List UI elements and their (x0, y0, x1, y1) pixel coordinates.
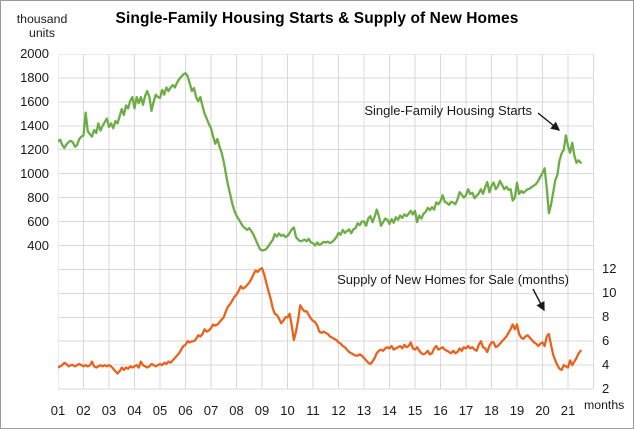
x-axis-tick-label: 11 (306, 403, 320, 418)
x-axis-tick-label: 14 (382, 403, 397, 418)
x-axis-tick-label: 04 (127, 403, 142, 418)
supply-annotation-label: Supply of New Homes for Sale (months) (337, 272, 569, 287)
right-axis-unit-label: months (584, 398, 625, 412)
x-axis-tick-label: 03 (101, 403, 117, 418)
y-axis-right-tick-label: 2 (602, 381, 610, 397)
x-axis-tick-label: 02 (76, 403, 91, 418)
x-axis-tick-label: 18 (484, 403, 499, 418)
y-axis-left-tick-label: 2000 (20, 46, 49, 61)
y-axis-left-tick-label: 1400 (20, 117, 49, 133)
y-axis-right-tick-label: 12 (602, 261, 617, 277)
x-axis-tick-label: 12 (331, 403, 346, 418)
housing-starts-line (58, 71, 582, 252)
y-axis-right-tick-label: 10 (602, 285, 617, 301)
y-axis-left-tick-label: 800 (27, 189, 49, 205)
x-axis-tick-label: 06 (178, 403, 193, 418)
x-axis-tick-label: 01 (50, 403, 66, 418)
x-axis-tick-label: 13 (356, 403, 372, 418)
y-axis-right-tick-label: 8 (602, 309, 610, 325)
y-axis-right-tick-label: 4 (602, 357, 610, 373)
y-axis-left-tick-label: 400 (27, 237, 49, 253)
supply-line (58, 267, 582, 375)
x-axis-tick-label: 21 (560, 403, 576, 418)
x-axis-tick-label: 16 (433, 403, 448, 418)
plot-area (58, 54, 594, 390)
x-axis-tick-label: 09 (254, 403, 270, 418)
housing-starts-annotation-label: Single-Family Housing Starts (364, 103, 532, 118)
left-axis-unit-label: thousand units (13, 12, 71, 40)
x-axis-tick-label: 08 (229, 403, 244, 418)
left-axis-unit-line2: units (29, 26, 55, 40)
x-axis-tick-label: 10 (280, 403, 295, 418)
y-axis-left-tick-label: 1800 (20, 69, 49, 85)
x-axis-tick-label: 05 (152, 403, 168, 418)
y-axis-right-tick-label: 6 (602, 333, 610, 349)
x-axis-tick-label: 17 (458, 403, 474, 418)
y-axis-left-tick-label: 1200 (20, 141, 49, 157)
y-axis-left-tick-label: 1000 (20, 165, 49, 181)
chart-title: Single-Family Housing Starts & Supply of… (115, 10, 519, 27)
x-axis-tick-label: 15 (407, 403, 423, 418)
x-axis-tick-label: 19 (509, 403, 525, 418)
x-axis-tick-label: 07 (203, 403, 219, 418)
x-axis-tick-label: 20 (535, 403, 550, 418)
y-axis-left-tick-label: 600 (27, 213, 49, 229)
left-axis-unit-line1: thousand (16, 12, 68, 26)
y-axis-left-tick-label: 1600 (20, 93, 49, 109)
